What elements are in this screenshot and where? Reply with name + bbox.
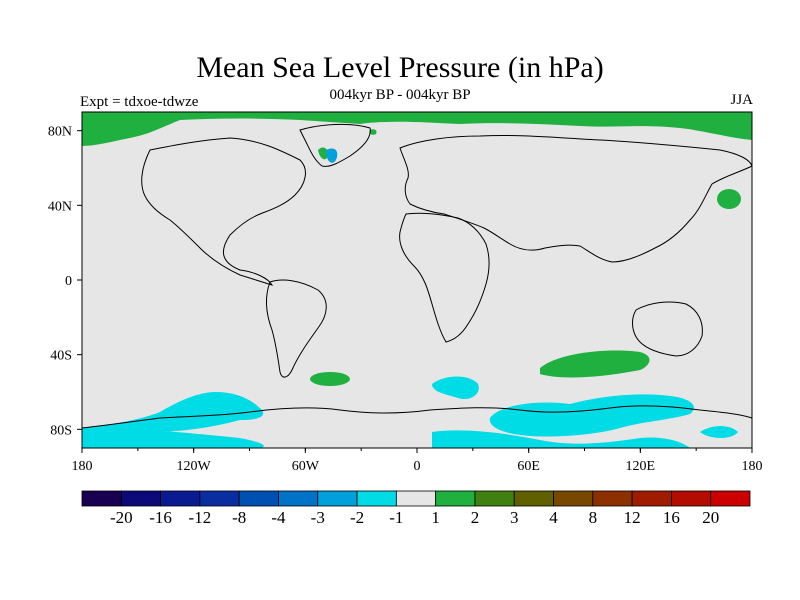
lon-tick-label: 120E <box>626 459 656 474</box>
colorbar-label: -4 <box>271 508 286 527</box>
lat-tick-label: 40S <box>50 349 72 364</box>
colorbar-label: 20 <box>702 508 719 527</box>
colorbar-label: 3 <box>510 508 519 527</box>
colorbar-swatch <box>474 490 515 507</box>
colorbar-label: 16 <box>663 508 680 527</box>
lat-tick-label: 40N <box>48 199 72 214</box>
colorbar-label: 4 <box>549 508 558 527</box>
lat-tick-label: 0 <box>65 274 72 289</box>
lon-tick-label: 180 <box>742 459 763 474</box>
colorbar-swatch <box>671 490 712 507</box>
antarctica-coast <box>81 405 753 429</box>
colorbar-label: -16 <box>149 508 172 527</box>
south-pacific-small-region <box>82 428 264 448</box>
lon-tick-label: 180 <box>72 459 93 474</box>
south-atlantic-negative-region <box>432 376 479 400</box>
greenland-positive-spot <box>318 147 328 160</box>
colorbar-swatch <box>631 490 672 507</box>
chart-subtitle: 004kyr BP - 004kyr BP <box>329 87 471 103</box>
colorbar-swatch <box>278 490 319 507</box>
experiment-label: Expt = tdxoe-tdwze <box>80 94 199 110</box>
lon-tick-label: 0 <box>414 459 421 474</box>
europe-asia-coast <box>399 134 753 263</box>
lon-tick-label: 120W <box>177 459 212 474</box>
colorbar-swatch <box>160 490 201 507</box>
colorbar-label: -12 <box>189 508 212 527</box>
colorbar-label: -3 <box>311 508 325 527</box>
colorbar-swatch <box>238 490 279 507</box>
colorbar: -20 -16 -12 -8 -4 -3 -2 -1 1 2 3 4 8 12 16 20 <box>81 490 751 527</box>
map-background <box>82 112 752 448</box>
colorbar-label: 2 <box>471 508 480 527</box>
greenland-coast <box>299 123 371 167</box>
colorbar-label: -8 <box>232 508 246 527</box>
colorbar-swatch <box>317 490 358 507</box>
colorbar-swatch <box>120 490 161 507</box>
lat-tick-label: 80S <box>50 423 72 438</box>
greenland-negative-spot <box>326 148 338 163</box>
south-atlantic-positive-spot <box>310 372 350 386</box>
southern-ocean-negative-region <box>489 394 694 437</box>
colorbar-label: 12 <box>624 508 641 527</box>
africa-coast <box>399 212 490 343</box>
arctic-small-spot <box>369 129 377 135</box>
colorbar-swatch <box>513 490 554 507</box>
latitude-axis: 80N 40N 0 40S 80S <box>48 125 82 438</box>
lon-tick-label: 60W <box>292 459 320 474</box>
season-label: JJA <box>730 92 753 108</box>
indian-ocean-positive-region <box>540 350 650 378</box>
colorbar-swatch <box>356 490 397 507</box>
colorbar-label: -1 <box>389 508 403 527</box>
colorbar-swatch <box>710 490 751 507</box>
longitude-axis: 180 120W 60W 0 60E 120E 180 <box>72 448 763 474</box>
north-pacific-positive-spot <box>717 189 741 209</box>
north-america-coast <box>141 137 306 286</box>
south-america-coast <box>265 279 327 378</box>
positive-anomaly-regions <box>82 112 752 386</box>
colorbar-swatch <box>435 490 476 507</box>
colorbar-label: -2 <box>350 508 364 527</box>
colorbar-label: 1 <box>431 508 440 527</box>
colorbar-swatch <box>553 490 594 507</box>
south-pacific-negative-region <box>82 392 264 440</box>
lat-tick-label: 80N <box>48 125 72 140</box>
australia-coast <box>632 301 703 357</box>
coastlines <box>81 123 753 429</box>
arctic-positive-region <box>82 112 752 146</box>
chart-title: Mean Sea Level Pressure (in hPa) <box>196 51 604 84</box>
colorbar-label: -20 <box>110 508 133 527</box>
colorbar-swatch <box>81 490 122 507</box>
colorbar-swatch <box>592 490 633 507</box>
colorbar-swatch <box>395 490 437 507</box>
lon-tick-label: 60E <box>517 459 540 474</box>
colorbar-label: 8 <box>589 508 598 527</box>
negative-anomaly-regions <box>82 148 738 448</box>
colorbar-swatch <box>199 490 240 507</box>
southern-ocean-east-region <box>700 426 738 438</box>
southern-ocean-south-strip <box>432 430 690 448</box>
